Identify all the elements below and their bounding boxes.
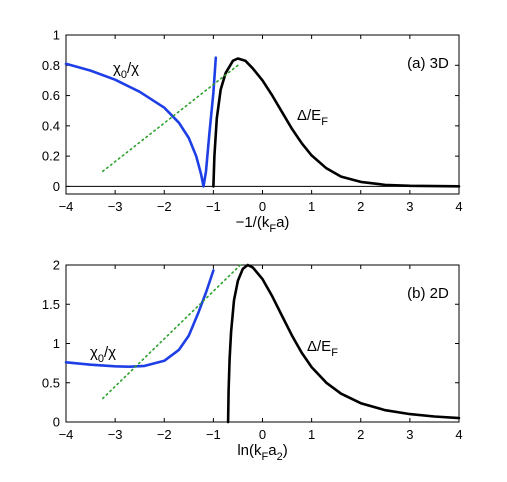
y-tick-label: 0.6 bbox=[42, 88, 60, 103]
x-tick-label: 0 bbox=[259, 199, 266, 214]
x-tick-label: −2 bbox=[157, 427, 172, 442]
x-axis-label: ln(kFa2) bbox=[237, 442, 287, 463]
dotted-guide-line bbox=[102, 264, 242, 400]
x-tick-label: −4 bbox=[59, 427, 74, 442]
y-tick-label: 0 bbox=[53, 415, 60, 430]
y-tick-label: 2 bbox=[53, 258, 60, 273]
y-tick-label: 1.5 bbox=[42, 297, 60, 312]
gap-curve bbox=[212, 57, 461, 188]
chi-ratio-curve bbox=[64, 269, 215, 368]
x-tick-label: −2 bbox=[157, 199, 172, 214]
x-tick-label: 1 bbox=[308, 199, 315, 214]
x-tick-label: 2 bbox=[357, 199, 364, 214]
x-tick-label: 0 bbox=[259, 427, 266, 442]
panel-label: (b) 2D bbox=[407, 285, 449, 302]
y-tick-label: 0 bbox=[53, 179, 60, 194]
y-tick-label: 0.2 bbox=[42, 149, 60, 164]
gap-label: Δ/EF bbox=[297, 107, 328, 128]
y-tick-label: 1 bbox=[53, 28, 60, 43]
x-tick-label: −3 bbox=[108, 199, 123, 214]
y-tick-label: 0.4 bbox=[42, 118, 60, 133]
chi-ratio-label: χ0/χ bbox=[90, 344, 116, 365]
y-tick-label: 0.8 bbox=[42, 58, 60, 73]
x-tick-label: 4 bbox=[455, 427, 462, 442]
x-tick-label: −1 bbox=[206, 199, 221, 214]
x-tick-label: −4 bbox=[59, 199, 74, 214]
gap-curve bbox=[226, 263, 461, 424]
chi-ratio-curve bbox=[64, 56, 218, 188]
x-tick-label: 3 bbox=[406, 199, 413, 214]
y-tick-label: 0.5 bbox=[42, 375, 60, 390]
x-tick-label: 4 bbox=[455, 199, 462, 214]
x-tick-label: −1 bbox=[206, 427, 221, 442]
y-tick-label: 1 bbox=[53, 336, 60, 351]
x-tick-label: 2 bbox=[357, 427, 364, 442]
x-tick-label: 3 bbox=[406, 427, 413, 442]
x-tick-label: −3 bbox=[108, 427, 123, 442]
x-axis-label: −1/(kFa) bbox=[236, 214, 290, 235]
chi-ratio-label: χ0/χ bbox=[113, 60, 139, 81]
plot-frame bbox=[65, 264, 460, 423]
plot-frame bbox=[65, 34, 460, 195]
gap-label: Δ/EF bbox=[307, 338, 338, 359]
chart-panel-a: −4 −3 −2 −1 0 1 2 3 4 0 0.2 0.4 0.6 0.8 1 χ0/χ Δ/EF (a) 3… bbox=[42, 28, 463, 236]
dotted-guide-line bbox=[102, 64, 239, 173]
panel-label: (a) 3D bbox=[407, 55, 449, 72]
x-tick-label: 1 bbox=[308, 427, 315, 442]
chart-panel-b: −4 −3 −2 −1 0 1 2 3 4 0 0.5 1 1.5 2 χ0/χ Δ/EF (b) 2D ln(k… bbox=[42, 258, 463, 464]
